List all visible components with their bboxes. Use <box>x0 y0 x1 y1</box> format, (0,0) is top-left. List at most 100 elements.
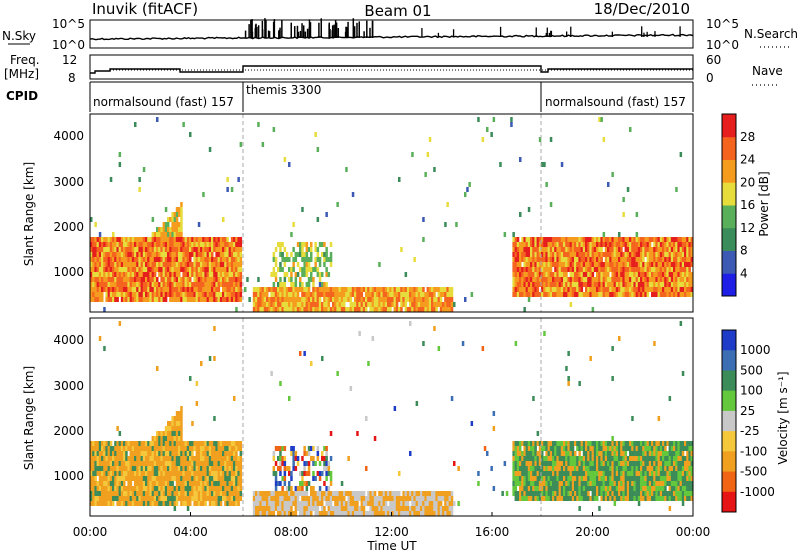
heatmap-cell <box>611 461 614 466</box>
heatmap-cell <box>295 466 298 471</box>
heatmap-cell <box>121 287 124 292</box>
heatmap-cell <box>185 456 188 461</box>
heatmap-cell <box>198 257 201 262</box>
heatmap-cell <box>512 252 515 257</box>
heatmap-cell <box>233 292 236 297</box>
heatmap-cell <box>187 486 190 491</box>
heatmap-cell <box>669 287 672 292</box>
heatmap-cell <box>552 257 555 262</box>
heatmap-cell <box>319 292 322 297</box>
heatmap-cell <box>134 242 137 247</box>
heatmap-cell <box>224 262 227 267</box>
heatmap-cell <box>196 486 199 491</box>
heatmap-cell <box>97 456 100 461</box>
heatmap-cell <box>303 302 306 307</box>
heatmap-cell <box>196 441 199 446</box>
heatmap-cell <box>312 297 315 302</box>
heatmap-cell <box>684 247 687 252</box>
heatmap-cell <box>145 456 148 461</box>
heatmap-cell <box>301 456 304 461</box>
heatmap-cell <box>220 297 223 302</box>
heatmap-cell <box>354 297 357 302</box>
heatmap-cell <box>422 496 425 501</box>
heatmap-cell <box>187 267 190 272</box>
heatmap-cell <box>156 267 159 272</box>
heatmap-cell <box>310 302 313 307</box>
heatmap-cell <box>297 272 300 277</box>
heatmap-cell <box>110 491 113 496</box>
heatmap-cell <box>673 272 676 277</box>
heatmap-cell <box>396 506 399 511</box>
heatmap-cell <box>361 496 364 501</box>
heatmap-cell <box>147 496 150 501</box>
heatmap-cell <box>618 277 621 282</box>
heatmap-cell <box>565 272 568 277</box>
heatmap-cell <box>145 262 148 267</box>
heatmap-cell <box>167 237 170 242</box>
heatmap-cell <box>589 466 592 471</box>
heatmap-cell <box>532 451 535 456</box>
heatmap-cell <box>343 496 346 501</box>
heatmap-cell <box>512 491 515 496</box>
heatmap-cell <box>526 481 529 486</box>
heatmap-cell <box>605 461 608 466</box>
heatmap-cell <box>295 506 298 511</box>
heatmap-cell <box>438 287 441 292</box>
heatmap-cell <box>121 466 124 471</box>
heatmap-cell <box>103 262 106 267</box>
heatmap-cell <box>358 307 361 312</box>
heatmap-cell <box>345 511 348 516</box>
heatmap-cell <box>125 446 128 451</box>
heatmap-cell <box>581 476 584 481</box>
heatmap-cell <box>121 272 124 277</box>
heatmap-cell <box>121 486 124 491</box>
heatmap-cell <box>554 466 557 471</box>
heatmap-cell <box>132 297 135 302</box>
heatmap-cell <box>622 237 625 242</box>
heatmap-cell <box>284 297 287 302</box>
heatmap-cell <box>189 501 192 506</box>
heatmap-cell <box>600 461 603 466</box>
heatmap-cell <box>589 446 592 451</box>
heatmap-cell <box>121 481 124 486</box>
heatmap-cell <box>119 486 122 491</box>
heatmap-cell <box>202 451 205 456</box>
heatmap-cell <box>213 267 216 272</box>
heatmap-cell <box>277 481 280 486</box>
heatmap-cell <box>116 257 119 262</box>
heatmap-cell <box>163 252 166 257</box>
heatmap-cell <box>92 247 95 252</box>
heatmap-cell <box>526 267 529 272</box>
heatmap-cell <box>299 481 302 486</box>
heatmap-cell <box>638 476 641 481</box>
heatmap-cell <box>174 242 177 247</box>
heatmap-cell <box>171 217 174 222</box>
heatmap-cell <box>306 247 309 252</box>
heatmap-cell <box>614 496 617 501</box>
heatmap-cell <box>515 242 518 247</box>
heatmap-cell <box>680 237 683 242</box>
heatmap-cell <box>167 491 170 496</box>
heatmap-cell <box>596 476 599 481</box>
heatmap-cell <box>105 501 108 506</box>
heatmap-cell <box>308 277 311 282</box>
heatmap-cell <box>554 491 557 496</box>
heatmap-cell <box>257 302 260 307</box>
heatmap-cell <box>350 491 353 496</box>
heatmap-cell <box>675 262 678 267</box>
heatmap-cell <box>130 486 133 491</box>
heatmap-cell <box>614 481 617 486</box>
heatmap-cell <box>233 466 236 471</box>
heatmap-cell <box>310 277 313 282</box>
heatmap-cell <box>517 287 520 292</box>
heatmap-cell <box>193 441 196 446</box>
heatmap-cell <box>176 217 179 222</box>
heatmap-cell <box>163 287 166 292</box>
heatmap-cell <box>178 252 181 257</box>
heatmap-cell <box>240 481 243 486</box>
heatmap-cell <box>92 267 95 272</box>
heatmap-cell <box>550 471 553 476</box>
heatmap-cell <box>614 292 617 297</box>
heatmap-cell <box>178 441 181 446</box>
heatmap-cell <box>638 501 641 506</box>
